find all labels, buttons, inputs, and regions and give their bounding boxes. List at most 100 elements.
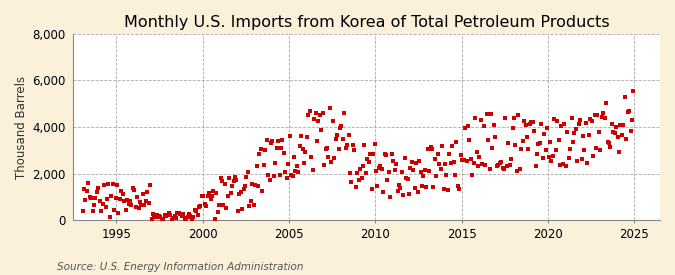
Point: [555, 163, 566, 167]
Point: [437, 144, 448, 148]
Point: [411, 161, 422, 165]
Point: [100, 204, 111, 209]
Point: [186, 217, 197, 221]
Point: [355, 167, 366, 171]
Point: [321, 146, 332, 150]
Point: [456, 152, 466, 157]
Point: [214, 203, 225, 208]
Point: [585, 117, 595, 121]
Point: [236, 190, 246, 194]
Point: [292, 164, 302, 169]
Point: [425, 144, 436, 149]
Point: [257, 189, 268, 193]
Point: [95, 199, 105, 204]
Point: [105, 215, 115, 219]
Point: [520, 123, 531, 127]
Point: [530, 164, 541, 168]
Point: [433, 151, 443, 156]
Point: [569, 131, 580, 135]
Point: [171, 216, 182, 221]
Point: [274, 172, 285, 177]
Point: [475, 117, 486, 122]
Point: [172, 210, 183, 215]
Point: [313, 119, 324, 123]
Point: [396, 169, 407, 174]
Point: [202, 194, 213, 198]
Point: [568, 139, 578, 144]
Point: [231, 177, 242, 182]
Point: [545, 140, 556, 144]
Point: [614, 149, 624, 154]
Point: [375, 164, 385, 169]
Point: [588, 154, 599, 158]
Point: [173, 211, 184, 215]
Point: [237, 206, 248, 211]
Point: [169, 213, 180, 218]
Point: [117, 192, 128, 196]
Point: [405, 165, 416, 170]
Point: [360, 170, 371, 175]
Point: [156, 218, 167, 222]
Point: [113, 211, 124, 215]
Point: [350, 185, 361, 189]
Point: [180, 217, 190, 221]
Point: [96, 209, 107, 213]
Point: [134, 199, 145, 204]
Point: [191, 209, 202, 213]
Point: [280, 169, 291, 174]
Point: [255, 147, 266, 152]
Point: [518, 119, 529, 123]
Point: [392, 188, 403, 193]
Point: [232, 208, 243, 213]
Point: [514, 166, 525, 171]
Point: [395, 186, 406, 190]
Point: [107, 182, 118, 186]
Point: [460, 125, 470, 130]
Point: [438, 187, 449, 191]
Point: [458, 158, 469, 162]
Point: [529, 129, 539, 133]
Point: [616, 133, 627, 137]
Point: [304, 109, 315, 113]
Point: [489, 123, 500, 127]
Point: [408, 168, 418, 172]
Point: [123, 202, 134, 207]
Point: [576, 156, 587, 161]
Point: [165, 213, 176, 217]
Point: [442, 188, 453, 192]
Point: [115, 197, 126, 201]
Point: [621, 137, 632, 141]
Point: [507, 126, 518, 130]
Point: [560, 164, 571, 168]
Point: [331, 133, 342, 138]
Point: [261, 138, 272, 142]
Point: [565, 147, 576, 151]
Point: [326, 159, 337, 164]
Point: [480, 163, 491, 167]
Point: [178, 211, 188, 216]
Point: [308, 117, 319, 122]
Point: [175, 211, 186, 216]
Point: [297, 147, 308, 151]
Point: [342, 143, 352, 147]
Point: [207, 193, 217, 198]
Point: [352, 171, 362, 175]
Point: [317, 111, 328, 116]
Point: [484, 167, 495, 171]
Point: [166, 218, 177, 222]
Point: [265, 141, 276, 145]
Point: [543, 154, 554, 159]
Point: [402, 177, 413, 181]
Point: [382, 177, 393, 182]
Point: [181, 216, 192, 220]
Point: [159, 213, 170, 217]
Point: [626, 118, 637, 122]
Point: [435, 167, 446, 171]
Point: [132, 195, 142, 199]
Point: [78, 187, 89, 191]
Point: [376, 167, 387, 171]
Point: [84, 194, 95, 199]
Point: [149, 215, 160, 219]
Point: [491, 164, 502, 168]
Point: [533, 142, 544, 146]
